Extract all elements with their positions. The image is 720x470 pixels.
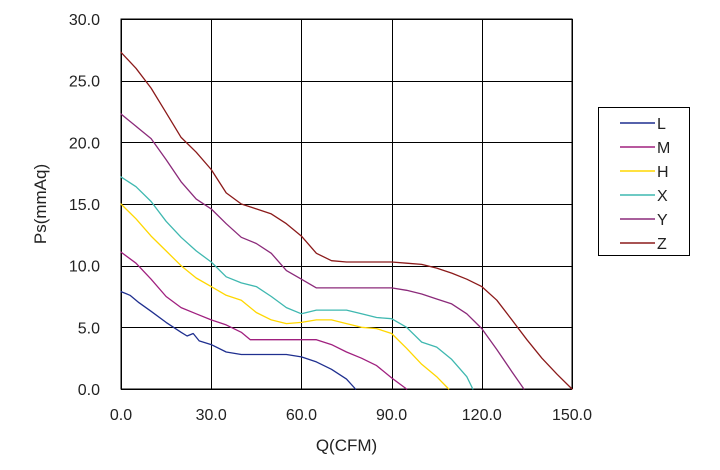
series-line-x bbox=[120, 176, 474, 390]
axis-labels: 0.0 30.0 60.0 90.0 120.0 150.0 0.0 5.0 10.0 15.0 2… bbox=[69, 12, 592, 424]
legend-label-z: Z bbox=[657, 236, 667, 253]
x-tick-label: 60.0 bbox=[286, 407, 317, 424]
series-line-l bbox=[120, 290, 357, 390]
y-tick-label: 5.0 bbox=[78, 320, 100, 337]
x-tick-label: 30.0 bbox=[196, 407, 227, 424]
y-tick-label: 15.0 bbox=[69, 197, 100, 214]
y-tick-label: 10.0 bbox=[69, 259, 100, 276]
series-line-z bbox=[120, 51, 573, 390]
series-line-y bbox=[120, 113, 525, 390]
x-tick-label: 90.0 bbox=[376, 407, 407, 424]
legend-box bbox=[598, 107, 690, 256]
legend-label-y: Y bbox=[657, 212, 668, 229]
legend-label-x: X bbox=[657, 188, 668, 205]
series-line-h bbox=[120, 203, 450, 390]
y-tick-label: 0.0 bbox=[78, 382, 100, 399]
grid-lines bbox=[121, 19, 573, 390]
y-tick-label: 20.0 bbox=[69, 135, 100, 152]
x-tick-label: 0.0 bbox=[110, 407, 132, 424]
series-line-m bbox=[120, 251, 408, 390]
legend-label-l: L bbox=[657, 116, 666, 133]
y-tick-label: 25.0 bbox=[69, 74, 100, 91]
series-lines bbox=[120, 51, 573, 390]
x-tick-label: 150.0 bbox=[552, 407, 592, 424]
x-tick-label: 120.0 bbox=[462, 407, 502, 424]
legend-label-h: H bbox=[657, 164, 669, 181]
legend-label-m: M bbox=[657, 140, 670, 157]
y-axis-title: Ps(mmAq) bbox=[31, 164, 50, 244]
x-axis-title: Q(CFM) bbox=[316, 436, 377, 455]
y-tick-label: 30.0 bbox=[69, 12, 100, 29]
